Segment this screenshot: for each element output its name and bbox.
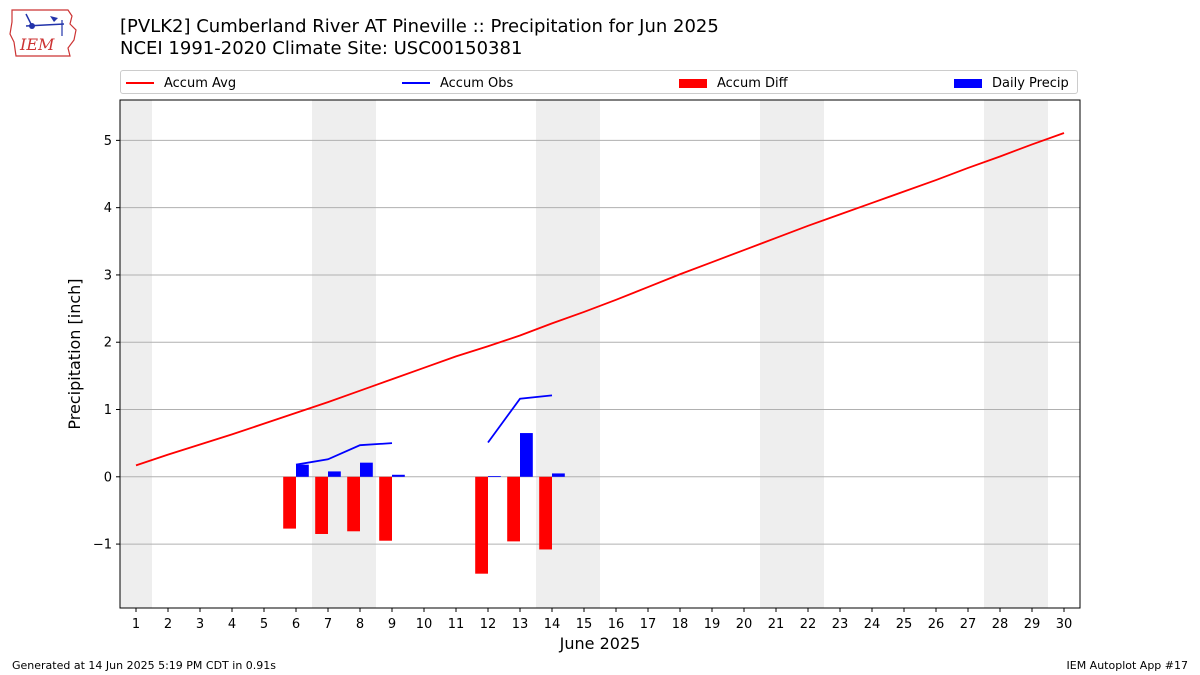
legend-item-accum-diff: Accum Diff <box>679 71 788 95</box>
chart-title: [PVLK2] Cumberland River AT Pineville ::… <box>120 16 719 60</box>
x-tick-label: 29 <box>1024 617 1041 632</box>
y-tick-label: 3 <box>104 268 112 283</box>
x-tick-label: 26 <box>928 617 945 632</box>
accum-diff-bar <box>539 476 552 550</box>
y-tick-label: −1 <box>93 538 112 553</box>
x-tick-label: 24 <box>864 617 881 632</box>
x-tick-label: 22 <box>800 617 817 632</box>
x-tick-label: 23 <box>832 617 849 632</box>
x-tick-label: 7 <box>324 617 332 632</box>
footer-generated: Generated at 14 Jun 2025 5:19 PM CDT in … <box>12 659 277 672</box>
x-tick-label: 6 <box>292 617 300 632</box>
legend-label: Accum Diff <box>717 75 788 91</box>
x-tick-label: 14 <box>544 617 561 632</box>
x-tick-label: 27 <box>960 617 977 632</box>
y-tick-label: 4 <box>104 201 112 216</box>
legend-item-daily-precip: Daily Precip <box>954 71 1069 95</box>
weekend-band <box>760 100 824 608</box>
legend-swatch <box>126 82 154 84</box>
chart-title-line2: NCEI 1991-2020 Climate Site: USC00150381 <box>120 38 523 59</box>
footer-app: IEM Autoplot App #17 <box>1066 659 1189 672</box>
accum-obs-line <box>295 442 393 466</box>
x-tick-label: 17 <box>640 617 657 632</box>
legend-label: Accum Avg <box>164 75 237 91</box>
x-tick-label: 15 <box>576 617 593 632</box>
y-axis-label: Precipitation [inch] <box>65 278 84 429</box>
accum-diff-bar <box>347 476 360 532</box>
daily-precip-bar <box>360 462 373 477</box>
legend-item-accum-avg: Accum Avg <box>126 71 236 95</box>
weekend-band <box>984 100 1048 608</box>
weekend-band <box>120 100 152 608</box>
x-tick-label: 1 <box>132 617 140 632</box>
x-tick-label: 21 <box>768 617 785 632</box>
legend-swatch <box>954 78 982 88</box>
x-tick-label: 2 <box>164 617 172 632</box>
accum-diff-bar <box>315 476 328 534</box>
daily-precip-bar <box>552 473 565 477</box>
plot-area-frame <box>119 99 1081 609</box>
legend-swatch <box>679 78 707 88</box>
x-tick-label: 3 <box>196 617 204 632</box>
accum-obs-line <box>487 394 553 444</box>
x-tick-label: 20 <box>736 617 753 632</box>
iem-logo: IEM <box>9 9 77 57</box>
x-tick-label: 19 <box>704 617 721 632</box>
y-tick-label: 5 <box>104 134 112 149</box>
daily-precip-bar <box>392 474 405 477</box>
accum-diff-bar <box>507 476 520 542</box>
x-axis-label: June 2025 <box>559 634 641 653</box>
daily-precip-bar <box>328 471 341 477</box>
daily-precip-bar <box>488 476 501 477</box>
daily-precip-bar <box>296 464 309 477</box>
logo-text: IEM <box>19 35 55 54</box>
y-tick-label: 2 <box>104 336 112 351</box>
accum-diff-bar <box>283 476 296 529</box>
legend-label: Daily Precip <box>992 75 1069 91</box>
iowa-outline-icon <box>9 9 77 57</box>
x-tick-label: 5 <box>260 617 268 632</box>
legend-swatch <box>402 82 430 84</box>
x-tick-label: 13 <box>512 617 529 632</box>
x-tick-label: 8 <box>356 617 364 632</box>
x-tick-label: 4 <box>228 617 236 632</box>
x-tick-label: 12 <box>480 617 497 632</box>
x-tick-label: 10 <box>416 617 433 632</box>
x-tick-label: 28 <box>992 617 1009 632</box>
accum-avg-line <box>135 132 1065 467</box>
accum-diff-bar <box>475 476 488 574</box>
chart-legend: Accum Avg Accum Obs Accum Diff Daily Pre… <box>120 70 1078 94</box>
daily-precip-bar <box>520 433 533 477</box>
x-tick-label: 11 <box>448 617 465 632</box>
y-tick-label: 1 <box>104 403 112 418</box>
legend-label: Accum Obs <box>440 75 514 91</box>
accum-diff-bar <box>379 476 392 541</box>
chart-title-line1: [PVLK2] Cumberland River AT Pineville ::… <box>120 16 719 37</box>
x-tick-label: 16 <box>608 617 625 632</box>
x-tick-label: 18 <box>672 617 689 632</box>
x-tick-label: 9 <box>388 617 396 632</box>
y-tick-label: 0 <box>104 470 112 485</box>
legend-item-accum-obs: Accum Obs <box>402 71 513 95</box>
x-tick-label: 25 <box>896 617 913 632</box>
x-tick-label: 30 <box>1056 617 1073 632</box>
